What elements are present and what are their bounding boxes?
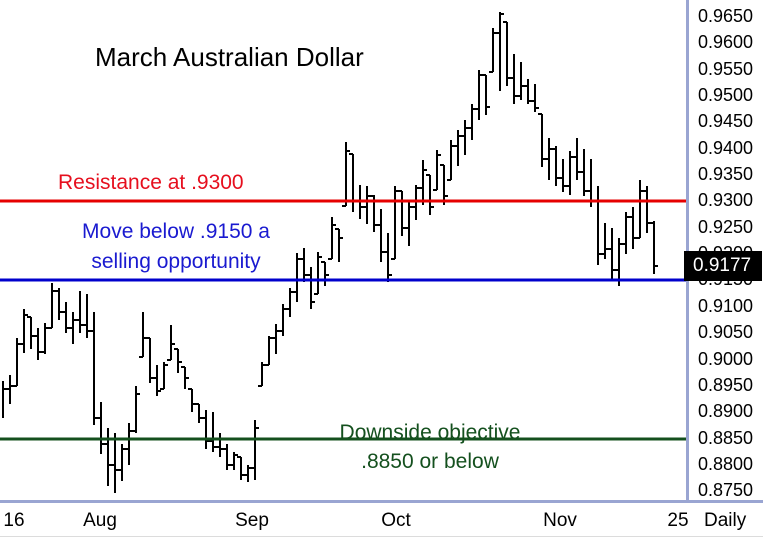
window-bottom-divider	[0, 536, 763, 537]
y-axis-label: 0.8950	[698, 375, 754, 395]
y-axis-label: 0.9600	[698, 32, 754, 52]
y-axis-label: 0.9050	[698, 322, 754, 342]
objective-annotation-line2: .8850 or below	[361, 450, 499, 473]
sell-annotation: Move below .9150 a selling opportunity	[66, 217, 286, 277]
y-axis-label: 0.8750	[698, 480, 754, 500]
price-chart-svg	[0, 12, 687, 493]
x-axis-label: 16	[3, 510, 25, 531]
y-axis-label: 0.9300	[698, 190, 754, 210]
price-bars	[2, 12, 658, 493]
plot-area: March Australian Dollar Resistance at .9…	[0, 12, 687, 493]
x-axis-label: Oct	[381, 510, 411, 531]
y-axis-label: 0.9250	[698, 217, 754, 237]
y-axis-label: 0.9500	[698, 85, 754, 105]
y-axis-label: 0.9650	[698, 6, 754, 26]
objective-annotation-line1: Downside objective	[339, 421, 521, 444]
x-axis-label: Sep	[235, 510, 269, 531]
x-axis-label: 25	[667, 510, 689, 531]
x-axis-label: Nov	[543, 510, 577, 531]
chart-title: March Australian Dollar	[95, 42, 364, 72]
sell-annotation-line1: Move below .9150 a	[82, 220, 270, 243]
timeframe-label: Daily	[704, 510, 747, 531]
y-axis-label: 0.8850	[698, 428, 754, 448]
time-axis: Daily 16 Aug Sep Oct Nov 25	[0, 500, 763, 539]
y-axis-label: 0.9400	[698, 138, 754, 158]
x-axis-label: Aug	[83, 510, 117, 531]
y-axis-label: 0.8900	[698, 401, 754, 421]
resistance-annotation: Resistance at .9300	[58, 171, 244, 194]
y-axis-label: 0.8800	[698, 454, 754, 474]
y-axis-label: 0.9350	[698, 164, 754, 184]
objective-annotation: Downside objective .8850 or below	[330, 418, 530, 476]
y-axis-label: 0.9100	[698, 296, 754, 316]
y-axis-label: 0.9000	[698, 349, 754, 369]
y-axis-label: 0.9550	[698, 59, 754, 79]
last-price-badge: 0.9177	[684, 251, 762, 281]
sell-annotation-line2: selling opportunity	[91, 250, 261, 273]
y-axis-label: 0.9450	[698, 111, 754, 131]
